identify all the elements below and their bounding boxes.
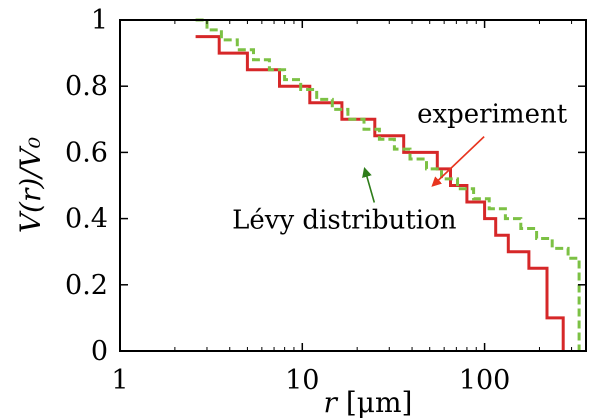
y-tick-label: 1 <box>91 5 108 36</box>
x-axis-label-var: r <box>324 386 339 419</box>
x-tick-label: 100 <box>459 365 511 396</box>
annotation-label-2: Lévy distribution <box>232 206 457 236</box>
plot-frame <box>119 19 587 352</box>
annotation-layer: experiment Lévy distribution <box>232 100 568 236</box>
y-tick-label: 0 <box>91 336 108 367</box>
y-tick-label: 0.4 <box>65 204 108 235</box>
annotation-arrow-2 <box>362 167 376 203</box>
x-tick-label: 1 <box>111 365 128 396</box>
series-layer <box>195 18 581 351</box>
series-line-1 <box>195 35 565 351</box>
y-tick-label: 0.2 <box>65 270 108 301</box>
x-axis-label-unit: [μm] <box>337 386 413 419</box>
annotation-arrow-1 <box>431 136 485 187</box>
x-tick-label: 10 <box>285 365 319 396</box>
y-axis-label: V(r)/V₀ <box>14 137 47 233</box>
y-tick-label: 0.8 <box>65 71 108 102</box>
annotation-label-1: experiment <box>417 100 568 130</box>
series-line-2 <box>195 18 581 351</box>
tick-layer: 1 10 100 0 0.2 0.4 0.6 0.8 1 <box>65 5 586 396</box>
y-tick-label: 0.6 <box>65 137 108 168</box>
x-axis-label: r [μm] <box>324 386 413 419</box>
